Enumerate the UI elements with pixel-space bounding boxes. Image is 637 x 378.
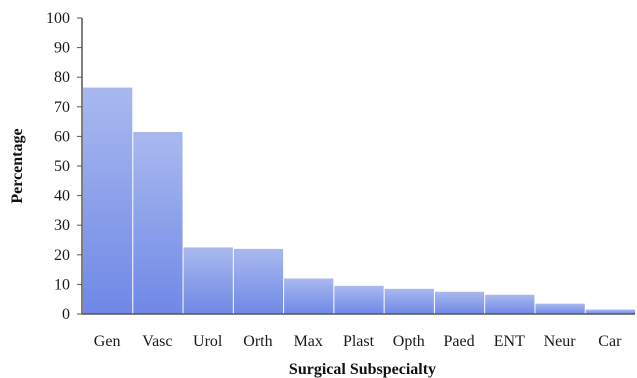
x-tick-label: Vasc xyxy=(142,333,172,350)
x-axis-title: Surgical Subspecialty xyxy=(289,361,436,378)
y-axis-title: Percentage xyxy=(9,128,26,203)
bar-neur xyxy=(535,303,585,314)
x-tick-label: ENT xyxy=(494,333,525,350)
y-tick-label: 90 xyxy=(54,40,70,57)
bars xyxy=(83,87,635,314)
y-tick-label: 0 xyxy=(62,306,70,323)
y-tick-label: 80 xyxy=(54,69,70,86)
y-tick-label: 30 xyxy=(54,217,70,234)
bar-gen xyxy=(83,87,133,314)
bar-urol xyxy=(183,247,233,314)
x-tick-label: Urol xyxy=(193,333,223,350)
x-tick-label: Paed xyxy=(443,333,474,350)
bar-opth xyxy=(384,288,434,314)
bar-max xyxy=(284,278,334,314)
x-tick-label: Plast xyxy=(343,333,375,350)
bar-car xyxy=(585,309,635,314)
bar-paed xyxy=(434,291,485,314)
y-tick-label: 10 xyxy=(54,276,70,293)
bar-plast xyxy=(334,285,384,314)
x-tick-label: Gen xyxy=(94,333,121,350)
y-tick-label: 50 xyxy=(54,158,70,175)
x-tick-label: Max xyxy=(294,333,323,350)
y-tick-label: 40 xyxy=(54,188,70,205)
y-axis-ticks: 0 10 20 30 40 50 60 70 80 90 100 xyxy=(46,10,82,323)
y-tick-label: 100 xyxy=(46,10,70,27)
x-tick-label: Neur xyxy=(544,333,577,350)
y-tick-label: 60 xyxy=(54,128,70,145)
x-axis-tick-labels: Gen Vasc Urol Orth Max Plast Opth Paed ENT Neur Ca… xyxy=(94,333,622,350)
bar-vasc xyxy=(133,131,183,314)
x-tick-label: Orth xyxy=(243,333,272,350)
x-tick-label: Opth xyxy=(393,333,425,350)
x-tick-label: Car xyxy=(598,333,622,350)
y-tick-label: 20 xyxy=(54,247,70,264)
bar-orth xyxy=(233,248,284,314)
y-tick-label: 70 xyxy=(54,99,70,116)
bar-ent xyxy=(485,294,535,314)
